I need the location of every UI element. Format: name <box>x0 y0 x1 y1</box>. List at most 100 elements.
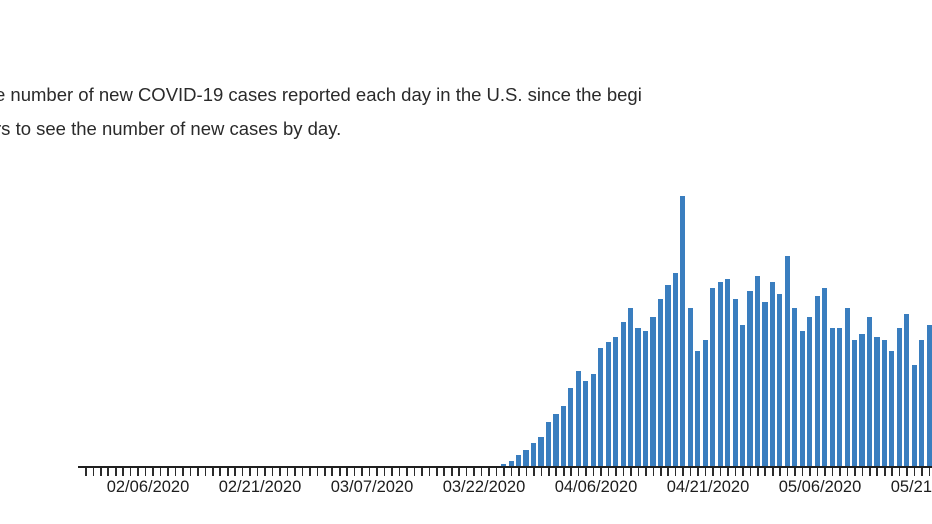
chart-bar[interactable] <box>888 351 895 466</box>
chart-plot-area[interactable] <box>78 190 932 466</box>
chart-bar[interactable] <box>686 307 693 466</box>
chart-bar[interactable] <box>791 307 798 466</box>
x-axis-tick <box>510 468 513 476</box>
x-axis-tick <box>279 468 281 476</box>
chart-bar[interactable] <box>537 436 544 466</box>
chart-bar[interactable] <box>746 290 753 466</box>
chart-bar[interactable] <box>567 388 574 466</box>
chart-bar[interactable] <box>641 330 649 466</box>
chart-bar[interactable] <box>768 282 776 466</box>
x-axis-tick <box>637 468 640 476</box>
chart-bar[interactable] <box>627 307 634 466</box>
chart-bar[interactable] <box>903 313 910 466</box>
x-axis-tick <box>167 468 169 476</box>
chart-bar[interactable] <box>821 287 828 466</box>
x-axis-tick <box>757 468 759 476</box>
new-cases-bar-chart[interactable]: 02/06/2020 02/21/2020 03/07/2020 03/22/2020… <box>78 190 932 524</box>
chart-bar[interactable] <box>873 336 880 466</box>
x-axis-tick <box>421 468 423 476</box>
chart-bar[interactable] <box>656 299 664 466</box>
chart-bar[interactable] <box>716 282 723 466</box>
chart-bar[interactable] <box>858 333 865 466</box>
x-axis-tick <box>727 468 729 476</box>
chart-bar[interactable] <box>813 296 820 466</box>
x-axis-tick <box>652 468 655 476</box>
chart-bar[interactable] <box>739 325 746 466</box>
x-axis-tick <box>309 468 311 476</box>
chart-bar[interactable] <box>597 348 604 466</box>
x-axis-tick <box>630 468 632 476</box>
x-axis-tick <box>182 468 184 476</box>
chart-bar[interactable] <box>634 328 641 466</box>
x-axis-tick <box>719 468 722 476</box>
x-axis-tick <box>831 468 834 476</box>
chart-bar[interactable] <box>783 256 790 466</box>
x-axis-tick <box>876 468 879 476</box>
x-axis-tick <box>428 468 431 476</box>
chart-bar[interactable] <box>918 339 925 466</box>
chart-bar[interactable] <box>798 330 805 466</box>
x-axis-tick <box>898 468 901 476</box>
chart-bar[interactable] <box>619 322 626 466</box>
x-axis-tick <box>100 468 102 476</box>
chart-bar[interactable] <box>694 351 701 466</box>
chart-bar[interactable] <box>880 339 888 466</box>
chart-bar[interactable] <box>836 328 843 466</box>
chart-bar[interactable] <box>559 405 566 466</box>
x-axis-tick <box>346 468 348 476</box>
x-axis-tick <box>570 468 572 476</box>
x-axis-tick <box>226 468 229 476</box>
chart-bar[interactable] <box>851 339 858 466</box>
x-axis-tick <box>331 468 334 476</box>
chart-bar[interactable] <box>671 273 678 466</box>
chart-x-axis <box>78 466 932 476</box>
chart-bar[interactable] <box>709 287 716 466</box>
x-axis-tick <box>742 468 744 476</box>
chart-bar[interactable] <box>515 455 522 466</box>
chart-bar[interactable] <box>544 421 552 466</box>
x-axis-tick <box>525 468 528 476</box>
x-axis-label: 04/06/2020 <box>554 478 638 496</box>
x-axis-tick <box>383 468 386 476</box>
x-axis-tick <box>488 468 490 476</box>
chart-bar[interactable] <box>604 342 611 466</box>
x-axis-tick <box>264 468 266 476</box>
chart-bar[interactable] <box>664 284 671 466</box>
x-axis-tick <box>241 468 244 476</box>
chart-bar[interactable] <box>649 316 656 466</box>
chart-bar[interactable] <box>582 380 589 466</box>
x-axis-tick <box>480 468 483 476</box>
chart-bar[interactable] <box>806 316 813 466</box>
chart-bar[interactable] <box>522 450 529 466</box>
chart-bar[interactable] <box>507 460 514 466</box>
chart-bar[interactable] <box>701 339 708 466</box>
x-axis-tick <box>137 468 139 476</box>
chart-bar[interactable] <box>679 195 686 466</box>
chart-bar[interactable] <box>574 371 581 466</box>
chart-bar[interactable] <box>552 414 559 466</box>
chart-bar[interactable] <box>761 302 768 466</box>
chart-bar[interactable] <box>500 463 507 466</box>
chart-bar[interactable] <box>910 365 917 466</box>
x-axis-tick <box>256 468 259 476</box>
chart-bar[interactable] <box>724 279 731 466</box>
x-axis-tick <box>801 468 804 476</box>
chart-bar[interactable] <box>753 276 761 466</box>
x-axis-tick <box>413 468 416 476</box>
chart-bar[interactable] <box>843 307 850 466</box>
chart-bar[interactable] <box>529 443 537 466</box>
chart-bar[interactable] <box>828 328 835 466</box>
x-axis-tick <box>443 468 446 476</box>
chart-bar[interactable] <box>731 299 738 466</box>
chart-bar[interactable] <box>612 336 619 466</box>
chart-bar[interactable] <box>925 325 932 466</box>
chart-bar[interactable] <box>895 328 902 466</box>
x-axis-tick <box>891 468 893 476</box>
x-axis-tick <box>839 468 841 476</box>
x-axis-tick <box>92 468 95 476</box>
chart-bar[interactable] <box>589 374 596 466</box>
chart-bar[interactable] <box>776 293 783 466</box>
x-axis-tick <box>562 468 565 476</box>
chart-bar[interactable] <box>865 316 873 466</box>
